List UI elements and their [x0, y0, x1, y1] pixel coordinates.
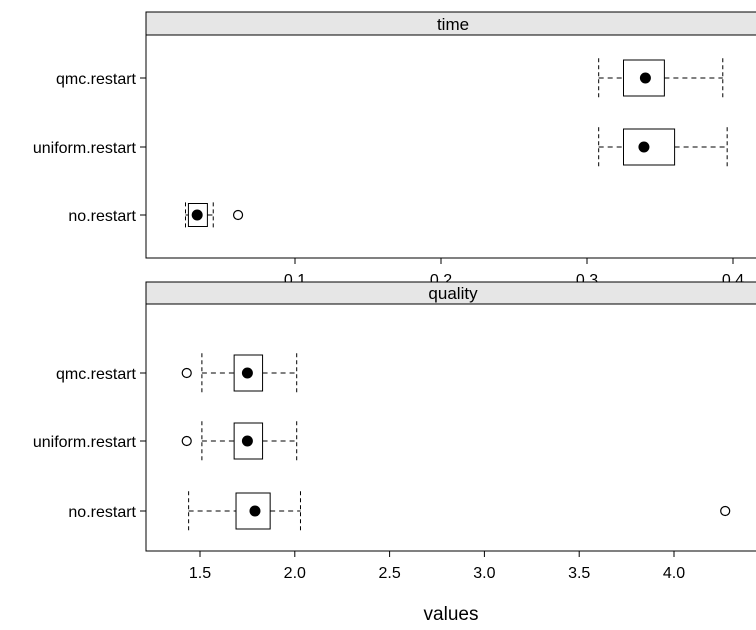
y-tick-label: uniform.restart — [33, 434, 137, 451]
box — [233, 354, 264, 392]
median-dot — [191, 209, 203, 221]
x-tick-label: 4.0 — [663, 565, 685, 582]
x-tick-label: 2.0 — [284, 565, 306, 582]
x-tick-label: 3.5 — [568, 565, 590, 582]
box — [233, 422, 264, 460]
y-tick-label: qmc.restart — [56, 366, 137, 383]
x-tick-label: 1.5 — [189, 565, 211, 582]
y-tick-label: uniform.restart — [33, 140, 137, 157]
x-axis-label: values — [424, 604, 479, 625]
box — [187, 203, 208, 227]
panel-title-quality: quality — [428, 284, 478, 303]
panel-title-time: time — [437, 15, 469, 34]
x-tick-label: 3.0 — [473, 565, 495, 582]
median-dot — [639, 72, 651, 84]
median-dot — [241, 367, 253, 379]
outlier-point — [181, 435, 192, 447]
x-tick-label: 2.5 — [378, 565, 400, 582]
median-dot — [241, 435, 253, 447]
median-dot — [249, 505, 261, 517]
median-dot — [638, 141, 650, 153]
y-tick-label: no.restart — [68, 208, 136, 225]
panel-frame-quality — [145, 303, 756, 552]
box — [623, 59, 665, 97]
y-tick-label: qmc.restart — [56, 71, 137, 88]
box — [235, 492, 271, 530]
outlier-point — [720, 505, 731, 517]
box — [623, 128, 676, 166]
outlier-point — [232, 209, 244, 221]
outlier-point — [181, 367, 192, 379]
y-tick-label: no.restart — [68, 504, 136, 521]
